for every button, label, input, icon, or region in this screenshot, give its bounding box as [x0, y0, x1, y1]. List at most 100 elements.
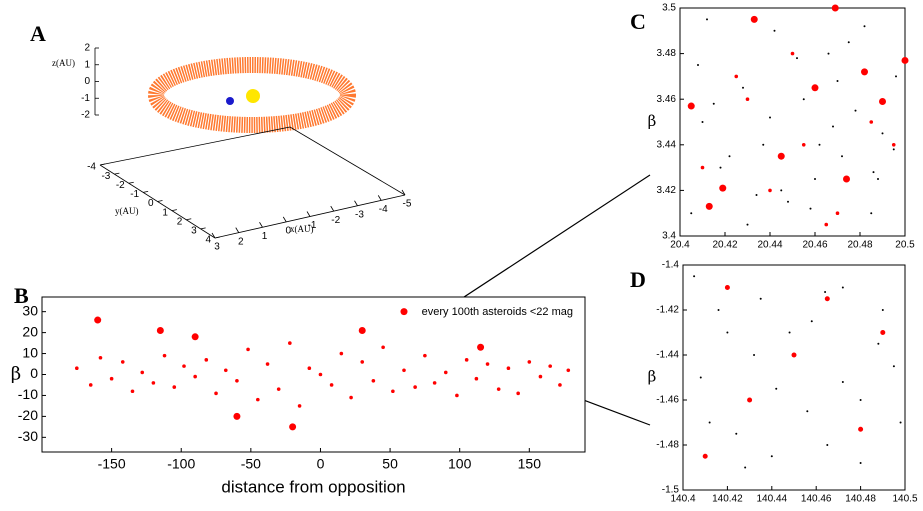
z-tick-label: 1	[84, 59, 90, 70]
x-tick-label: -3	[355, 209, 364, 220]
asteroid-ring	[148, 57, 356, 133]
x-tick-label: 1	[262, 231, 268, 242]
data-point	[892, 365, 895, 368]
x-tick	[211, 232, 216, 239]
data-point	[787, 200, 789, 203]
y-tick-label: -4	[87, 162, 96, 173]
y-tick-label: 3	[191, 226, 197, 237]
data-point	[899, 421, 902, 424]
data-point	[824, 222, 829, 227]
x-tick-label: -2	[331, 215, 340, 226]
data-point	[172, 385, 177, 389]
y-tick	[128, 181, 134, 184]
data-point	[841, 381, 844, 383]
data-point	[750, 15, 758, 23]
data-point	[235, 378, 239, 383]
data-point	[506, 366, 511, 371]
x-tick-label: 140.46	[801, 494, 832, 505]
data-point	[98, 355, 103, 360]
data-point	[391, 389, 395, 394]
y-tick-label: 4	[205, 235, 211, 246]
z-axis-label: z(AU)	[52, 58, 75, 68]
data-point	[735, 432, 738, 435]
data-point	[339, 351, 344, 356]
data-point	[400, 308, 408, 316]
y-tick	[171, 209, 177, 212]
x-tick	[282, 216, 287, 223]
data-point	[841, 155, 843, 158]
x-tick-label: -150	[98, 455, 126, 471]
data-point	[775, 387, 778, 390]
data-point	[790, 51, 795, 56]
data-point	[728, 155, 731, 158]
x-tick-label: 140.44	[757, 494, 788, 505]
data-point	[827, 52, 830, 55]
y-axis-label: β	[648, 112, 657, 130]
data-point	[891, 143, 896, 147]
data-point	[120, 360, 125, 364]
y-tick	[99, 163, 106, 166]
y-tick-label: -1.4	[662, 260, 680, 271]
data-point	[318, 372, 323, 377]
x-tick-label: 20.5	[895, 240, 915, 251]
x-tick	[306, 211, 311, 217]
x-tick-label: 20.42	[712, 240, 737, 251]
data-point	[204, 358, 209, 362]
y-tick-label: -1.46	[656, 395, 679, 406]
data-point	[360, 360, 365, 364]
y-tick-label: 20	[22, 323, 38, 339]
x-axis-label: distance from opposition	[221, 477, 405, 496]
data-point	[788, 331, 791, 334]
data-point	[191, 333, 199, 341]
data-point	[824, 291, 827, 293]
data-point	[742, 86, 744, 89]
x-tick	[354, 200, 358, 206]
data-point	[700, 165, 705, 170]
x-axis-label: x(AU)	[290, 224, 314, 234]
y-tick-label: -2	[116, 180, 125, 191]
data-point	[881, 309, 884, 311]
x-tick-label: 140.42	[712, 494, 743, 505]
data-point	[527, 360, 532, 364]
data-point	[809, 207, 812, 210]
data-point	[747, 397, 753, 403]
data-point	[824, 296, 830, 302]
y-tick-label: -1.42	[656, 305, 679, 316]
data-point	[818, 143, 821, 146]
panel-label: B	[14, 283, 29, 308]
y-axis-label: β	[648, 368, 657, 386]
panel-label: A	[30, 21, 46, 46]
data-point	[697, 64, 699, 66]
data-point	[402, 368, 406, 373]
data-point	[859, 462, 862, 464]
data-point	[881, 132, 884, 135]
y-tick-label: 2	[177, 216, 183, 227]
x-tick-label: 3	[214, 242, 220, 253]
data-point	[880, 330, 886, 335]
y-tick-label: 3.48	[657, 48, 677, 59]
data-point	[256, 397, 260, 402]
data-point	[724, 285, 730, 290]
y-tick-label: 0	[148, 198, 154, 209]
y-tick-label: 1	[162, 207, 168, 218]
data-point	[474, 376, 479, 381]
plot-frame	[41, 296, 586, 453]
x-tick	[259, 222, 263, 228]
data-point	[566, 368, 571, 373]
x-tick-label: 20.48	[847, 240, 872, 251]
z-tick-label: -1	[81, 93, 90, 104]
y-tick-label: -20	[18, 407, 38, 423]
data-point	[246, 347, 250, 352]
data-point	[773, 29, 776, 32]
data-point	[701, 121, 704, 123]
data-point	[861, 68, 868, 76]
data-point	[870, 212, 873, 215]
y-tick-label: 3.44	[657, 139, 677, 150]
data-point	[432, 381, 437, 385]
x-tick-label: -100	[167, 455, 195, 471]
data-point	[734, 74, 739, 79]
panel-label: D	[630, 267, 646, 292]
x-tick-label: 140.4	[670, 494, 695, 505]
x-tick-label: -50	[241, 455, 261, 471]
y-tick-label: 3.46	[657, 94, 677, 105]
